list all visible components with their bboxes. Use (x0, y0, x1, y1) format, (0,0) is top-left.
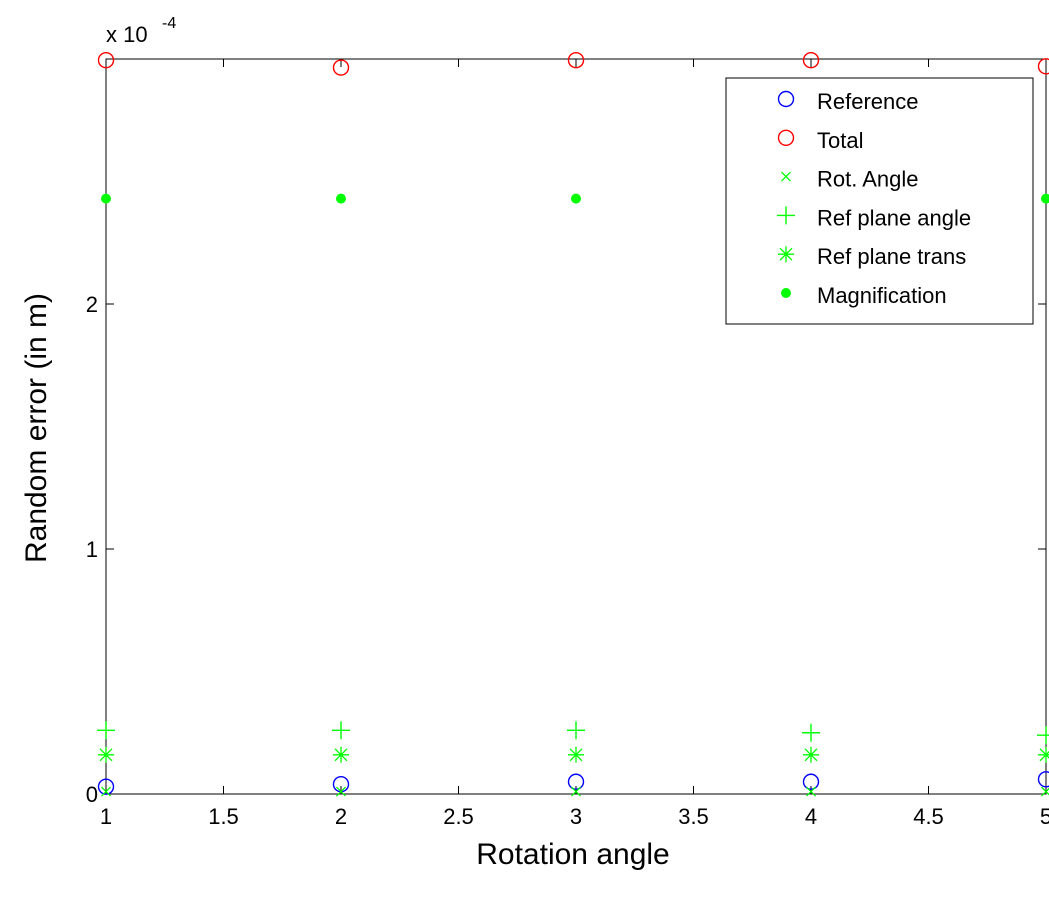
series-ref-plane-angle (97, 721, 1049, 744)
series-rot-angle (102, 787, 1049, 796)
legend-marker-ref-plane-trans (778, 246, 794, 262)
x-tick-label: 2.5 (443, 804, 474, 829)
x-tick-label: 3.5 (678, 804, 709, 829)
x-tick-label: 1.5 (208, 804, 239, 829)
data-point-ref-plane-trans (1038, 747, 1049, 763)
data-point-ref-plane-trans (803, 747, 819, 763)
data-point-rot-angle (1042, 787, 1049, 796)
data-point-reference (1039, 772, 1049, 787)
legend-marker-magnification (782, 289, 791, 298)
legend-label-reference: Reference (817, 89, 919, 114)
series-ref-plane-trans (98, 747, 1049, 763)
y-axis-exponent-base: x 10 (106, 22, 148, 47)
data-point-ref-plane-angle (97, 721, 115, 739)
data-point-ref-plane-trans (568, 747, 584, 763)
x-tick-label: 3 (570, 804, 582, 829)
data-point-ref-plane-trans (333, 747, 349, 763)
y-tick-label: 2 (86, 292, 98, 317)
x-tick-label: 4.5 (913, 804, 944, 829)
legend-label-ref-plane-angle: Ref plane angle (817, 205, 971, 230)
series-reference (99, 772, 1049, 794)
x-axis-label: Rotation angle (476, 838, 669, 871)
series-total (99, 53, 1049, 75)
x-tick-label: 1 (100, 804, 112, 829)
data-point-magnification (1042, 194, 1049, 203)
legend: Reference Total Rot. Angle Ref plane angle R… (726, 78, 1033, 324)
data-point-magnification (102, 194, 111, 203)
data-point-ref-plane-trans (98, 747, 114, 763)
data-point-ref-plane-angle (1037, 726, 1049, 744)
legend-label-magnification: Magnification (817, 283, 947, 308)
y-axis-label: Random error (in m) (20, 293, 53, 563)
x-tick-label: 2 (335, 804, 347, 829)
data-point-ref-plane-angle (802, 724, 820, 742)
y-tick-label: 1 (86, 537, 98, 562)
data-point-magnification (337, 194, 346, 203)
legend-label-rot-angle: Rot. Angle (817, 167, 919, 192)
data-point-ref-plane-angle (332, 721, 350, 739)
legend-label-total: Total (817, 128, 863, 153)
legend-label-ref-plane-trans: Ref plane trans (817, 244, 966, 269)
data-point-total (1039, 59, 1049, 74)
x-tick-label: 5 (1040, 804, 1049, 829)
x-tick-label: 4 (805, 804, 817, 829)
y-tick-label: 0 (86, 782, 98, 807)
y-axis-exponent-power: -4 (162, 15, 176, 32)
data-point-ref-plane-angle (567, 721, 585, 739)
data-point-magnification (572, 194, 581, 203)
